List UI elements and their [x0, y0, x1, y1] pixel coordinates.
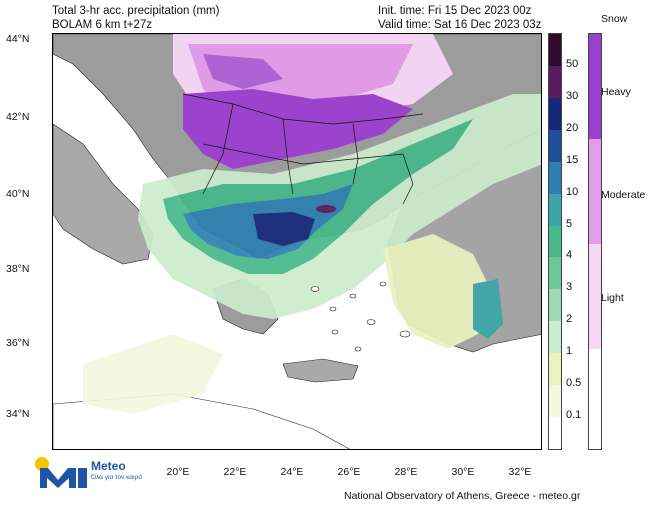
lon-label-22: 22°E: [223, 466, 247, 478]
snow-scale-title: Snow: [601, 13, 628, 25]
lat-label-40: 40°N: [6, 188, 30, 200]
colorbar-label: 10: [566, 185, 579, 198]
meteo-m-icon: [40, 468, 76, 488]
very-heavy-rain-core: [253, 212, 315, 246]
colorbar-label: 15: [566, 153, 579, 166]
lat-label-38: 38°N: [6, 263, 30, 275]
init-time: Init. time: Fri 15 Dec 2023 00z: [378, 5, 532, 17]
lat-label-36: 36°N: [6, 337, 30, 349]
colorbar-segment: [549, 321, 561, 354]
colorbar-segment: [549, 193, 561, 226]
lat-label-44: 44°N: [6, 33, 30, 45]
colorbar-label: 50: [566, 57, 579, 70]
colorbar-label: 3: [566, 281, 573, 294]
map-svg: [53, 34, 541, 449]
logo-name: Meteo: [91, 459, 126, 473]
colorbar-segment: [549, 353, 561, 386]
lon-label-20: 20°E: [166, 466, 190, 478]
islands: [310, 281, 411, 352]
colorbar-label: 1: [566, 345, 573, 358]
sun-icon: [35, 457, 49, 471]
crete-land: [282, 358, 359, 383]
lon-label-26: 26°E: [337, 466, 361, 478]
colorbar-segment: [549, 225, 561, 258]
colorbar-segment: [549, 385, 561, 418]
snow-label-light: Light: [601, 292, 624, 304]
lon-label-28: 28°E: [394, 466, 418, 478]
snow-colorbar: [588, 33, 602, 450]
colorbar-segment: [549, 97, 561, 130]
libya-drizzle: [83, 334, 223, 414]
colorbar-segment: [549, 65, 561, 98]
snow-layer: [173, 34, 453, 169]
snow-segment: [589, 349, 601, 449]
lon-label-24: 24°E: [280, 466, 304, 478]
snow-label-moderate: Moderate: [601, 189, 646, 201]
precip-layer: [83, 94, 541, 414]
rhodes-rain: [473, 279, 503, 339]
colorbar-segment: [549, 289, 561, 322]
colorbar-segment: [549, 257, 561, 290]
valid-time: Valid time: Sat 16 Dec 2023 03z: [378, 19, 542, 31]
lon-label-32: 32°E: [508, 466, 532, 478]
colorbar-label: 4: [566, 249, 573, 262]
meteo-logo: [35, 457, 87, 488]
lon-label-30: 30°E: [451, 466, 475, 478]
snow-label-heavy: Heavy: [601, 86, 631, 98]
colorbar-segment: [549, 34, 561, 66]
heavy-snow-area: [183, 89, 413, 169]
heavy-snow-north: [203, 54, 283, 89]
colorbar-segment: [549, 129, 561, 162]
aegean-light-rain: [383, 234, 493, 349]
lat-label-34: 34°N: [6, 408, 30, 420]
colorbar-segment: [549, 417, 561, 449]
colorbar-label: 30: [566, 89, 579, 102]
colorbar-label: 2: [566, 313, 573, 326]
snow-segment: [589, 34, 601, 139]
colorbar-label: 5: [566, 217, 573, 230]
colorbar-label: 20: [566, 121, 579, 134]
snow-segment: [589, 139, 601, 244]
border-lines: [182, 93, 424, 205]
lat-label-42: 42°N: [6, 111, 30, 123]
italy-land: [53, 123, 154, 265]
snow-segment: [589, 244, 601, 349]
model-subtitle: BOLAM 6 km t+27z: [52, 19, 153, 31]
colorbar-segment: [549, 161, 561, 194]
map-title: Total 3-hr acc. precipitation (mm): [52, 5, 220, 17]
precipitation-map: [52, 33, 542, 450]
precip-colorbar: [548, 33, 562, 450]
extreme-rain-spot: [316, 205, 336, 213]
credit-text: National Observatory of Athens, Greece -…: [344, 490, 581, 502]
colorbar-label: 0.1: [566, 409, 582, 422]
logo-tagline: Όλα για τον καιρό: [91, 474, 142, 481]
colorbar-label: 0.5: [566, 377, 582, 390]
